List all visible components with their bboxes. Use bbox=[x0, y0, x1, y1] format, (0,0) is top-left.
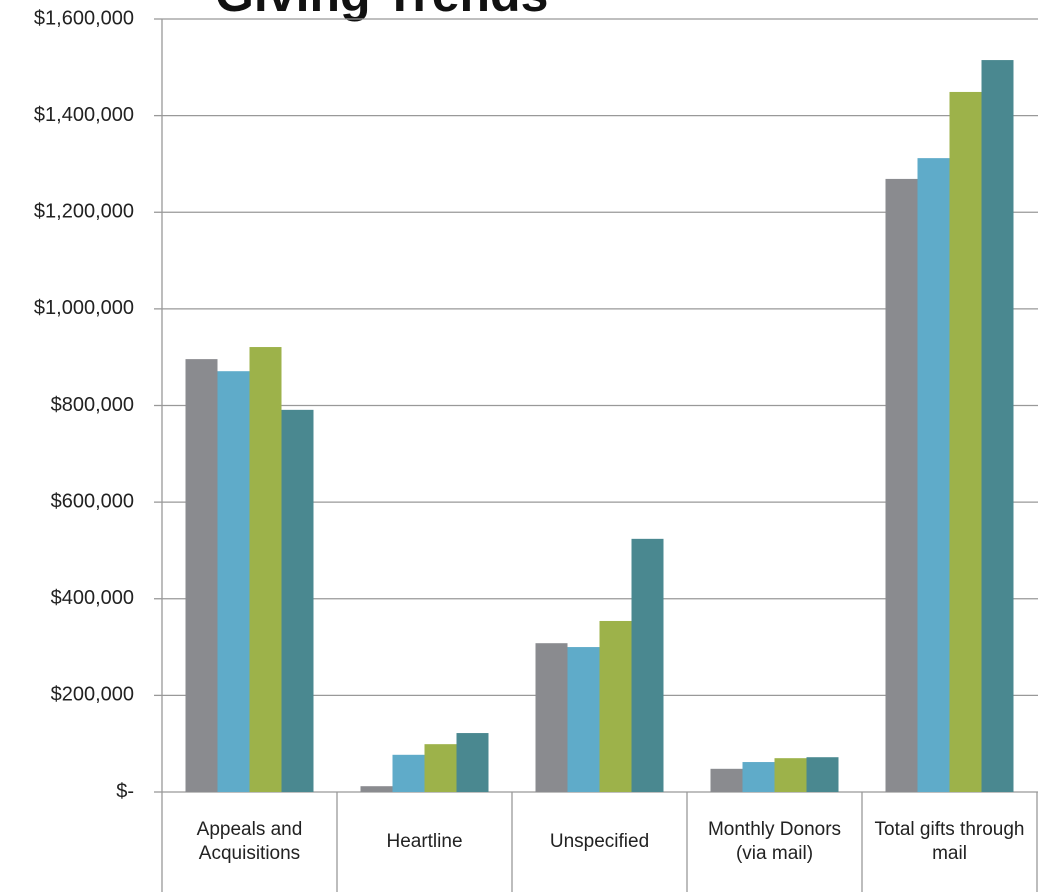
bar bbox=[249, 347, 282, 792]
bar bbox=[806, 757, 839, 792]
bar bbox=[599, 620, 632, 792]
bar bbox=[456, 733, 489, 792]
bar bbox=[185, 359, 218, 792]
x-tick-label: Appeals and Acquisitions bbox=[196, 819, 303, 864]
bar bbox=[281, 409, 314, 792]
y-tick-label: $- bbox=[116, 780, 134, 802]
bar bbox=[774, 758, 807, 792]
bar bbox=[981, 60, 1014, 793]
y-tick-label: $600,000 bbox=[51, 490, 134, 512]
chart-title: Giving Trends bbox=[215, 0, 548, 22]
bar bbox=[917, 158, 950, 792]
bar bbox=[885, 178, 918, 792]
bar bbox=[631, 538, 664, 792]
y-tick-label: $1,200,000 bbox=[34, 201, 134, 223]
bar bbox=[392, 754, 425, 792]
x-tick-label: Monthly Donors (via mail) bbox=[707, 819, 842, 864]
bar bbox=[742, 762, 775, 792]
bar bbox=[567, 647, 600, 792]
y-tick-label: $800,000 bbox=[51, 394, 134, 416]
x-tick-label: Total gifts through mail bbox=[874, 819, 1025, 864]
y-tick-label: $200,000 bbox=[51, 684, 134, 706]
bar bbox=[217, 371, 250, 792]
x-tick-label: Heartline bbox=[386, 831, 463, 852]
bar bbox=[535, 643, 568, 792]
y-tick-label: $1,600,000 bbox=[34, 7, 134, 29]
y-tick-label: $1,400,000 bbox=[34, 104, 134, 126]
bar bbox=[360, 786, 393, 792]
y-tick-label: $400,000 bbox=[51, 587, 134, 609]
y-tick-label: $1,000,000 bbox=[34, 297, 134, 319]
bar bbox=[949, 91, 982, 792]
bar bbox=[424, 744, 457, 792]
bar bbox=[710, 768, 743, 792]
x-tick-label: Unspecified bbox=[549, 831, 650, 852]
